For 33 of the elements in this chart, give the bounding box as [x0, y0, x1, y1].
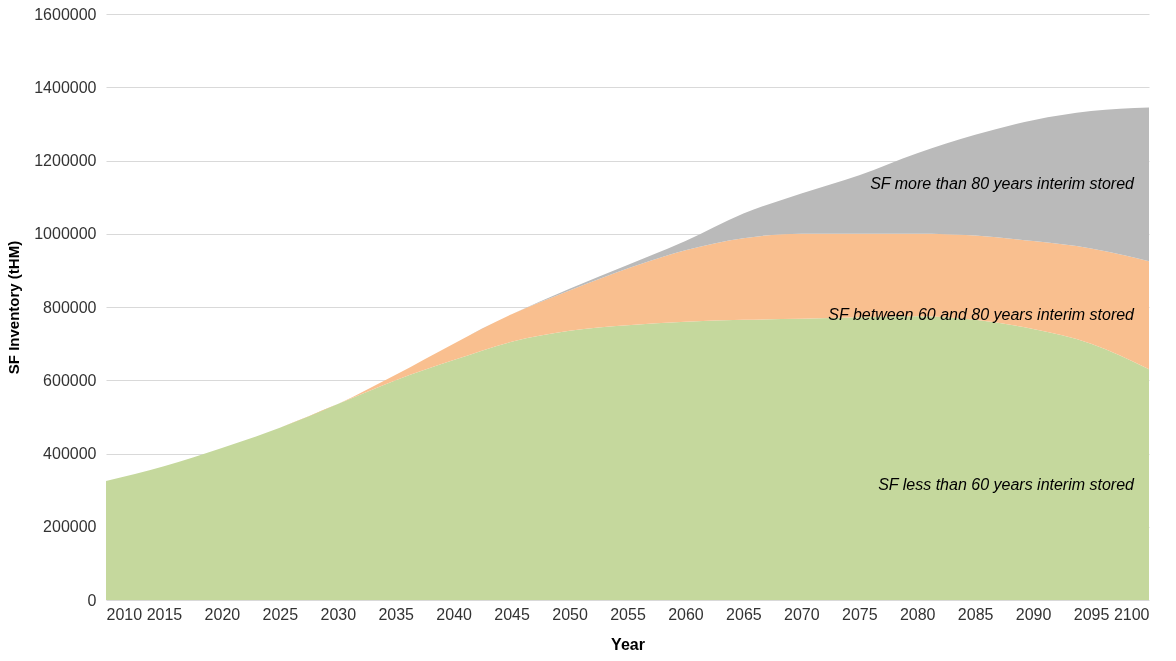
y-tick-label: 600000: [43, 371, 97, 389]
y-tick-label: 1000000: [34, 225, 97, 243]
x-tick-label: 2070: [784, 605, 820, 623]
x-tick-label: 2035: [378, 605, 415, 623]
y-tick-label: 1600000: [34, 5, 97, 23]
x-tick-label: 2010: [106, 605, 143, 623]
x-tick-label: 2020: [204, 605, 241, 623]
y-tick-label: 800000: [43, 298, 97, 316]
x-tick-label: 2030: [320, 605, 357, 623]
series-label: SF more than 80 years interim stored: [870, 175, 1136, 193]
x-tick-label: 2050: [552, 605, 588, 623]
series-label: SF between 60 and 80 years interim stored: [828, 306, 1136, 324]
x-tick-label: 2015: [146, 605, 183, 623]
x-tick-label: 2100: [1113, 605, 1150, 623]
x-tick-label: 2040: [436, 605, 473, 623]
x-tick-label: 2085: [957, 605, 994, 623]
x-tick-label: 2025: [262, 605, 299, 623]
y-tick-label: 400000: [43, 445, 97, 462]
x-tick-label: 2090: [1015, 605, 1052, 623]
x-tick-label: 2095: [1073, 605, 1110, 623]
series-label: SF less than 60 years interim stored: [878, 475, 1136, 493]
x-tick-label: 2080: [899, 605, 936, 623]
y-tick-label: 0: [87, 591, 97, 609]
x-tick-label: 2060: [668, 605, 704, 623]
x-tick-label: 2055: [610, 605, 646, 623]
x-tick-label: 2065: [726, 605, 762, 623]
y-tick-label: 1400000: [34, 78, 97, 96]
y-tick-label: 200000: [43, 518, 97, 536]
y-axis-title: SF Inventory (tHM): [5, 240, 23, 375]
x-axis-title: Year: [611, 635, 645, 653]
y-tick-label: 1200000: [34, 152, 97, 169]
x-tick-label: 2075: [841, 605, 878, 623]
x-tick-label: 2045: [494, 605, 531, 623]
